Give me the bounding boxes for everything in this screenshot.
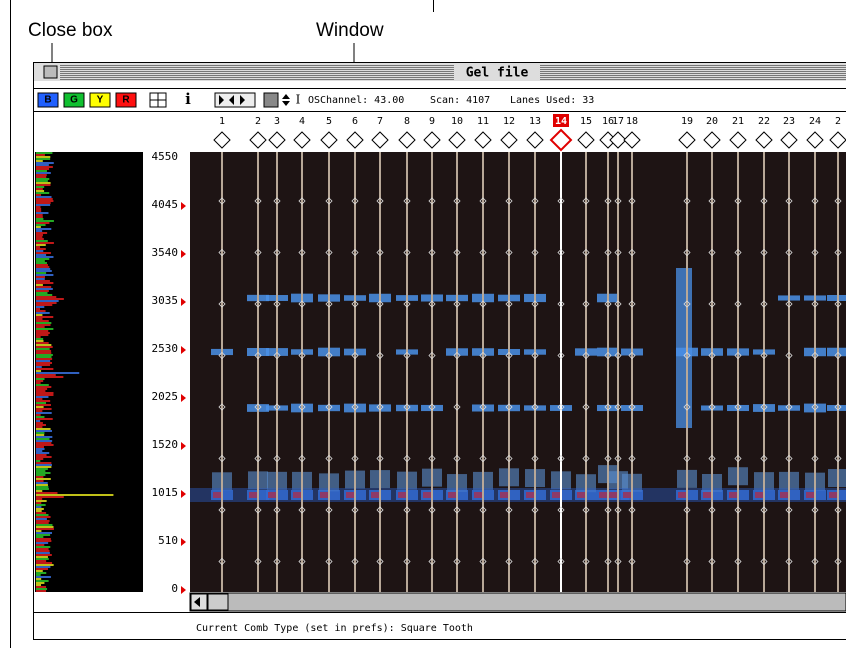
lane-label[interactable]: 13: [529, 116, 541, 127]
scan-label: 2530: [152, 342, 179, 355]
window: Gel file Channel: 43.00 Scan: 4107 Lanes…: [34, 63, 846, 640]
color-button-label[interactable]: B: [44, 95, 51, 106]
lane-label[interactable]: 15: [580, 116, 592, 127]
lane-label[interactable]: 10: [451, 116, 463, 127]
os-button[interactable]: OS: [308, 95, 320, 106]
scan-label: 510: [158, 534, 178, 547]
scan-label: 2025: [152, 390, 179, 403]
lane-label[interactable]: 3: [274, 116, 280, 127]
color-button-label[interactable]: R: [122, 95, 130, 106]
screenshot: Close box Window Gel file Channel: 43.00…: [0, 0, 846, 648]
annotation: Window: [316, 20, 384, 41]
color-button-label[interactable]: Y: [97, 95, 104, 106]
annotation: Close box: [28, 20, 113, 41]
gel-image: [190, 152, 846, 592]
band: [676, 268, 692, 428]
lane-label[interactable]: 19: [681, 116, 693, 127]
scan-label: 3540: [152, 246, 179, 259]
lane-label[interactable]: 11: [477, 116, 489, 127]
lane-label[interactable]: 12: [503, 116, 515, 127]
info-button[interactable]: i: [185, 90, 191, 108]
scan-label: 0: [171, 582, 178, 595]
lane-label[interactable]: 22: [758, 116, 770, 127]
channel: Channel: 43.00: [320, 95, 404, 106]
color-button-label[interactable]: G: [70, 95, 78, 106]
trace-panel: [35, 152, 143, 592]
scan-label: 4045: [152, 198, 179, 211]
lane-label[interactable]: 24: [809, 116, 821, 127]
lane-label[interactable]: 4: [299, 116, 305, 127]
scan-label: 3035: [152, 294, 179, 307]
lane-label[interactable]: 9: [429, 116, 435, 127]
lane-label[interactable]: 18: [626, 116, 638, 127]
scan-label: 1520: [152, 438, 179, 451]
scroll-bar[interactable]: [190, 593, 846, 611]
lane-label[interactable]: 20: [706, 116, 718, 127]
close-box[interactable]: [44, 66, 57, 78]
lane-label[interactable]: 7: [377, 116, 383, 127]
lane-label[interactable]: 2: [835, 116, 841, 127]
status: Current Comb Type (set in prefs): Square…: [196, 623, 473, 634]
scan-label: 4550: [152, 150, 179, 163]
scan-label: 1015: [152, 486, 179, 499]
lane-label[interactable]: 14: [555, 116, 567, 127]
lane-label[interactable]: 21: [732, 116, 744, 127]
lane-label[interactable]: 2: [255, 116, 261, 127]
zoom-button[interactable]: [264, 93, 278, 107]
lane-label[interactable]: 17: [612, 116, 624, 127]
band: [190, 488, 846, 502]
lane-label[interactable]: 5: [326, 116, 332, 127]
lane-label[interactable]: 8: [404, 116, 410, 127]
lane-label[interactable]: 6: [352, 116, 358, 127]
band: [827, 295, 846, 301]
window-title: Gel file: [466, 66, 529, 81]
scroll-thumb[interactable]: [208, 594, 228, 610]
band: [827, 348, 846, 357]
lane-label[interactable]: 1: [219, 116, 225, 127]
scan: Scan: 4107: [430, 95, 490, 106]
lane-label[interactable]: 23: [783, 116, 795, 127]
lanes-used: Lanes Used: 33: [510, 95, 594, 106]
cursor-button[interactable]: I: [296, 93, 301, 107]
